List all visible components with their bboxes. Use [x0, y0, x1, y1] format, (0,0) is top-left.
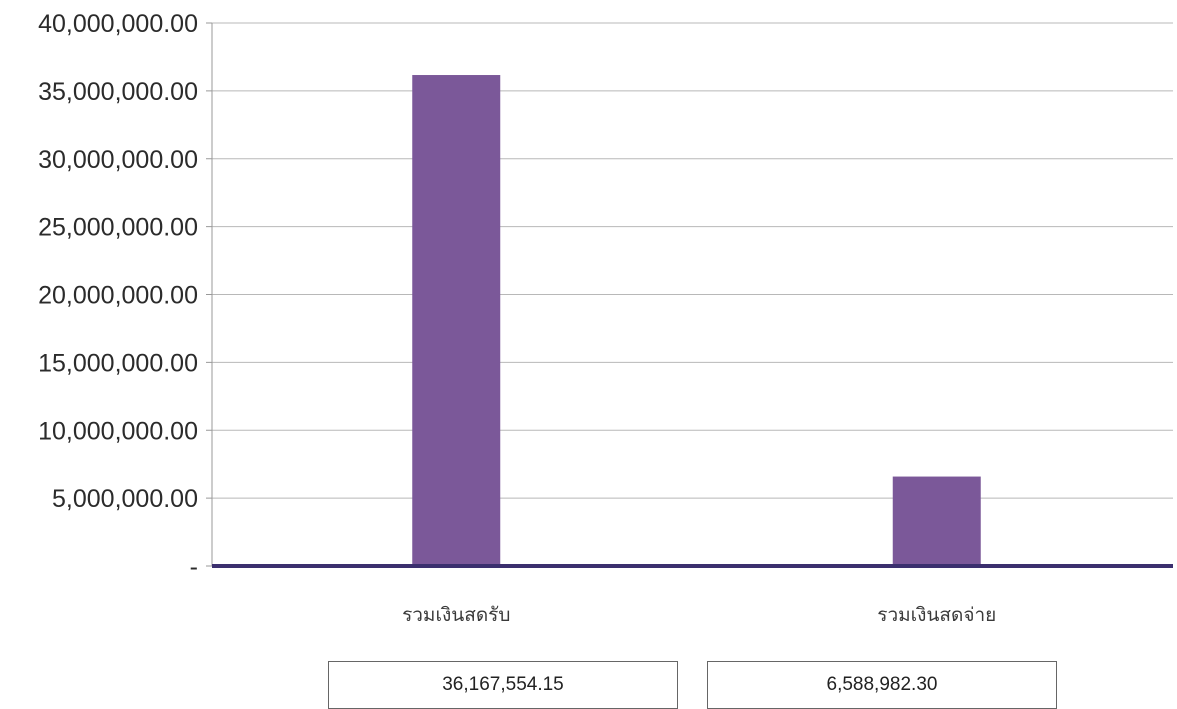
bar-1 — [892, 476, 981, 566]
y-tick-label: 35,000,000.00 — [38, 78, 198, 106]
y-tick-label: 30,000,000.00 — [38, 146, 198, 174]
y-tick-label: 40,000,000.00 — [38, 10, 198, 38]
y-tick-label: 25,000,000.00 — [38, 214, 198, 242]
category-labels: รวมเงินสดรับ รวมเงินสดจ่าย — [402, 604, 996, 626]
value-box-cash-received: 36,167,554.15 — [328, 661, 678, 709]
value-label-cash-paid: 6,588,982.30 — [826, 674, 938, 695]
bar-0 — [412, 75, 501, 566]
y-tick-labels: - 5,000,000.00 10,000,000.00 15,000,000.00 2… — [38, 10, 198, 581]
category-label-1: รวมเงินสดจ่าย — [877, 604, 996, 626]
y-tick-label: 5,000,000.00 — [52, 485, 198, 513]
bars — [412, 75, 981, 566]
value-box-cash-paid: 6,588,982.30 — [707, 661, 1057, 709]
y-tick-label: 10,000,000.00 — [38, 417, 198, 445]
category-label-0: รวมเงินสดรับ — [402, 604, 510, 626]
grid-lines — [206, 22, 1173, 567]
y-tick-label: 15,000,000.00 — [38, 349, 198, 377]
value-label-cash-received: 36,167,554.15 — [442, 674, 564, 695]
y-tick-label: 20,000,000.00 — [38, 282, 198, 310]
y-tick-label: - — [190, 553, 198, 581]
